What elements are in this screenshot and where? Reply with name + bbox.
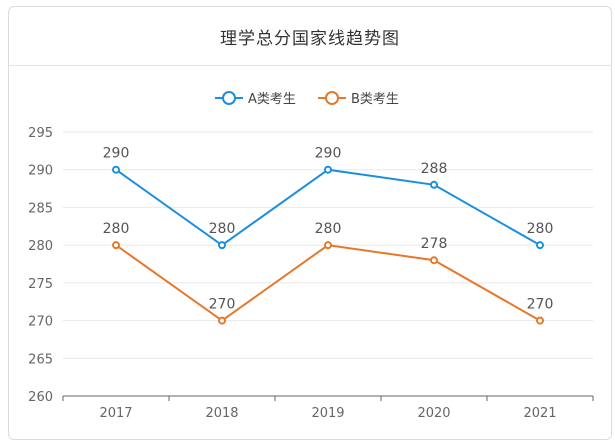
data-label: 278 bbox=[421, 236, 448, 252]
data-label: 288 bbox=[421, 161, 448, 177]
data-label: 280 bbox=[527, 221, 554, 237]
data-point bbox=[430, 256, 438, 265]
x-tick-label: 2017 bbox=[99, 406, 132, 421]
chart-card: 理学总分国家线趋势图 bbox=[8, 6, 612, 440]
data-label: 270 bbox=[527, 297, 554, 313]
data-label: 280 bbox=[315, 221, 342, 237]
data-point bbox=[218, 241, 226, 250]
legend-label: A类考生 bbox=[248, 92, 296, 107]
y-tick-label: 265 bbox=[28, 352, 53, 367]
legend-label: B类考生 bbox=[351, 92, 399, 107]
data-point bbox=[536, 316, 544, 325]
data-label: 290 bbox=[315, 146, 342, 162]
y-tick-label: 280 bbox=[28, 239, 53, 254]
data-point bbox=[218, 316, 226, 325]
x-tick-label: 2018 bbox=[205, 406, 238, 421]
x-tick-label: 2020 bbox=[417, 406, 450, 421]
chart-header: 理学总分国家线趋势图 bbox=[9, 7, 611, 66]
y-tick-label: 260 bbox=[28, 390, 53, 405]
data-point bbox=[112, 241, 120, 250]
data-point bbox=[536, 241, 544, 250]
y-tick-label: 275 bbox=[28, 277, 53, 292]
legend-marker bbox=[325, 91, 339, 105]
data-point bbox=[430, 180, 438, 189]
y-tick-label: 295 bbox=[28, 126, 53, 141]
data-point bbox=[324, 165, 332, 174]
data-label: 280 bbox=[103, 221, 130, 237]
x-tick-label: 2021 bbox=[523, 406, 556, 421]
x-tick-label: 2019 bbox=[311, 406, 344, 421]
data-label: 280 bbox=[209, 221, 236, 237]
chart-title: 理学总分国家线趋势图 bbox=[220, 28, 400, 49]
y-tick-label: 290 bbox=[28, 164, 53, 179]
y-tick-label: 285 bbox=[28, 201, 53, 216]
data-label: 290 bbox=[103, 146, 130, 162]
y-tick-label: 270 bbox=[28, 315, 53, 330]
data-point bbox=[324, 241, 332, 250]
legend-marker bbox=[222, 91, 236, 105]
data-label: 270 bbox=[209, 297, 236, 313]
data-point bbox=[112, 165, 120, 174]
